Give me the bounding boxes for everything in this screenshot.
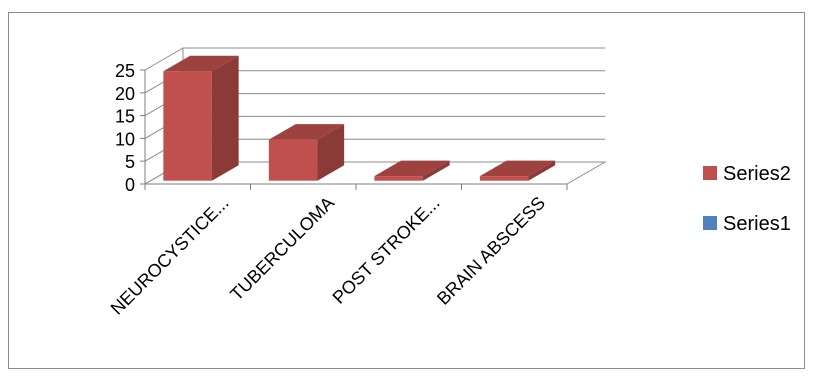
bar-top-face xyxy=(268,124,345,140)
bar-side-face xyxy=(528,160,556,181)
bar-front-face xyxy=(268,139,318,181)
bar-side-face xyxy=(211,55,239,181)
bar-front-face xyxy=(374,176,423,181)
axes xyxy=(140,69,568,190)
bar-side-face xyxy=(422,160,450,181)
bar-side-face xyxy=(317,124,345,181)
legend-item-series2: Series2 xyxy=(703,163,791,185)
bars xyxy=(163,55,556,181)
legend-label: Series2 xyxy=(723,163,791,185)
x-tick-label: POST STROKE... xyxy=(329,193,444,308)
bar-series2-1 xyxy=(268,124,345,181)
legend-label: Series1 xyxy=(723,213,791,235)
bar-front-face xyxy=(479,176,529,181)
y-tick-label: 15 xyxy=(115,107,135,127)
bar-front-face xyxy=(163,71,212,181)
gridline-wall-25 xyxy=(144,47,184,71)
x-tick-label: NEUROCYSTICE... xyxy=(107,193,233,319)
bar-series2-0 xyxy=(163,55,239,181)
bar-top-face xyxy=(374,160,450,177)
bar-top-face xyxy=(163,55,239,72)
x-tick-label: TUBERCULOMA xyxy=(226,193,338,305)
bar-series2-2 xyxy=(374,160,450,181)
y-tick-label: 0 xyxy=(125,175,135,195)
legend: Series2 Series1 xyxy=(703,163,791,235)
y-tick-label: 25 xyxy=(115,61,135,81)
bar-top-face xyxy=(479,160,556,177)
legend-swatch xyxy=(703,166,717,180)
bar-series2-3 xyxy=(479,160,556,181)
chart-frame xyxy=(8,12,805,369)
y-tick-label: 5 xyxy=(125,152,135,172)
x-tick-label: BRAIN ABSCESS xyxy=(433,193,549,309)
y-tick-label: 10 xyxy=(115,129,135,149)
legend-swatch xyxy=(703,216,717,230)
y-tick-label: 20 xyxy=(115,84,135,104)
legend-item-series1: Series1 xyxy=(703,213,791,235)
